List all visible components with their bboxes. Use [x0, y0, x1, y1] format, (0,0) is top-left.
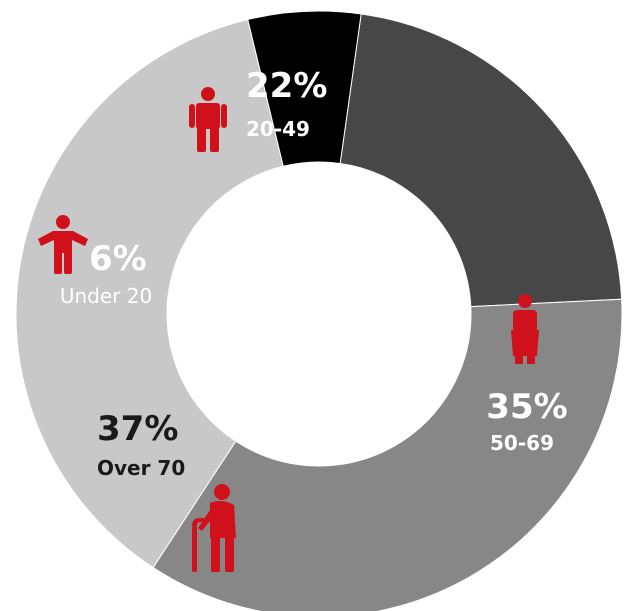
donut-slice-under-20 — [247, 10, 362, 167]
slice-value-label: 6% — [89, 239, 147, 279]
slice-value-label: 37% — [97, 409, 178, 449]
slice-category-label: 20-49 — [246, 117, 310, 141]
donut-slice-20-49 — [339, 13, 623, 308]
slice-category-label: 50-69 — [490, 431, 554, 455]
child-icon — [38, 215, 88, 274]
slice-label-group-50-69: 35% 50-69 — [486, 294, 568, 455]
slice-label-group-under-20: 6% Under 20 — [38, 215, 152, 308]
slice-value-label: 35% — [486, 387, 567, 427]
elderly-person-with-cane-icon — [192, 484, 236, 572]
woman-icon — [511, 294, 539, 364]
slice-label-group-20-49: 22% 20-49 — [189, 66, 327, 152]
slice-category-label: Under 20 — [60, 284, 152, 308]
man-icon — [189, 87, 227, 152]
donut-slices — [15, 10, 623, 611]
donut-slice-over-70 — [15, 18, 284, 569]
slice-label-group-over-70: 37% Over 70 — [97, 409, 236, 572]
donut-slice-50-69 — [152, 298, 623, 611]
slice-value-label: 22% — [246, 66, 327, 106]
slice-category-label: Over 70 — [97, 456, 185, 480]
